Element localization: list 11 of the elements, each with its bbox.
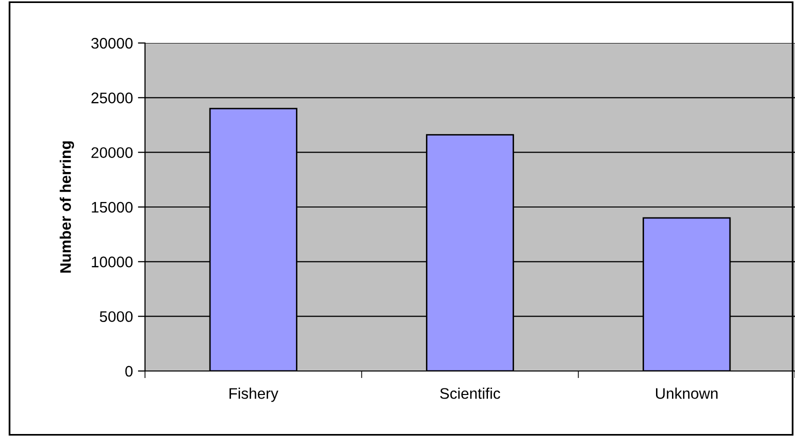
y-tick-label: 20000 (91, 147, 133, 158)
y-tick-label: 25000 (91, 92, 133, 104)
y-tick-label: 30000 (91, 38, 133, 49)
x-tick-label: Unknown (656, 388, 718, 399)
y-tick-label: 15000 (92, 202, 133, 213)
y-tick-label: 10000 (92, 256, 133, 268)
x-tick-label: Scientific (440, 388, 500, 399)
y-tick-label: 0 (125, 366, 133, 377)
y-axis-title: Number of herring (60, 141, 74, 273)
x-tick-label: Fishery (230, 388, 278, 402)
y-tick-label: 5000 (100, 311, 133, 322)
